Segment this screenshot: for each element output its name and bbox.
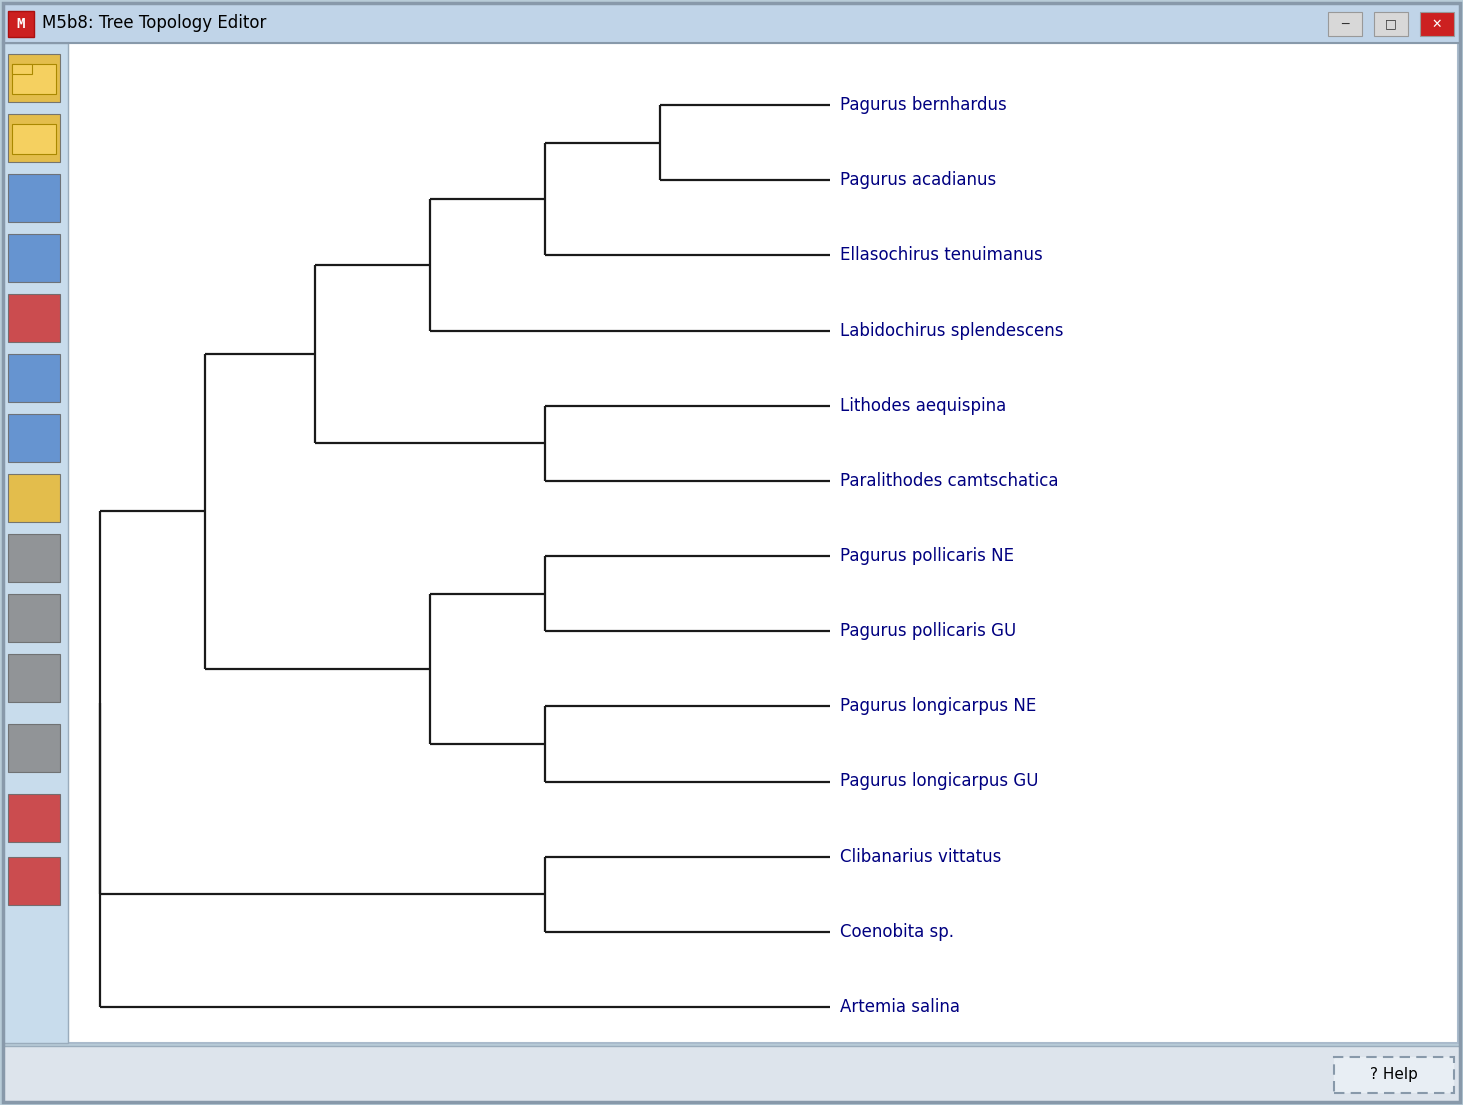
Bar xyxy=(1374,12,1407,36)
Bar xyxy=(7,54,60,102)
Bar xyxy=(7,11,34,36)
Bar xyxy=(7,534,60,582)
Text: Clibanarius vittatus: Clibanarius vittatus xyxy=(840,848,1001,865)
Text: Labidochirus splendescens: Labidochirus splendescens xyxy=(840,322,1064,339)
Bar xyxy=(3,43,67,1043)
Bar xyxy=(12,124,56,154)
Bar xyxy=(3,3,1460,43)
Bar xyxy=(7,724,60,772)
Text: Pagurus pollicaris GU: Pagurus pollicaris GU xyxy=(840,622,1017,640)
Text: ─: ─ xyxy=(1342,18,1349,31)
Text: ✕: ✕ xyxy=(1432,18,1443,31)
Text: Coenobita sp.: Coenobita sp. xyxy=(840,923,954,940)
Text: □: □ xyxy=(1385,18,1397,31)
Text: M: M xyxy=(16,17,25,31)
Bar xyxy=(1421,12,1454,36)
Bar xyxy=(1328,12,1362,36)
Text: Pagurus longicarpus NE: Pagurus longicarpus NE xyxy=(840,697,1036,715)
Bar xyxy=(12,64,32,74)
Bar xyxy=(7,234,60,282)
Text: Pagurus longicarpus GU: Pagurus longicarpus GU xyxy=(840,772,1039,790)
Bar xyxy=(7,654,60,702)
Bar xyxy=(12,64,56,94)
Bar xyxy=(3,1046,1460,1102)
Text: Pagurus bernhardus: Pagurus bernhardus xyxy=(840,96,1007,114)
Bar xyxy=(1334,1057,1454,1093)
Text: Lithodes aequispina: Lithodes aequispina xyxy=(840,397,1007,414)
Text: Ellasochirus tenuimanus: Ellasochirus tenuimanus xyxy=(840,246,1043,264)
Text: Pagurus pollicaris NE: Pagurus pollicaris NE xyxy=(840,547,1014,565)
Bar xyxy=(7,414,60,462)
Bar xyxy=(7,594,60,642)
Bar xyxy=(7,294,60,343)
Text: Paralithodes camtschatica: Paralithodes camtschatica xyxy=(840,472,1059,490)
Text: Pagurus acadianus: Pagurus acadianus xyxy=(840,171,996,189)
Text: ? Help: ? Help xyxy=(1369,1067,1418,1083)
Bar xyxy=(7,794,60,842)
Bar xyxy=(7,173,60,222)
Bar xyxy=(7,857,60,905)
Text: M5b8: Tree Topology Editor: M5b8: Tree Topology Editor xyxy=(42,14,266,32)
Bar xyxy=(7,354,60,402)
Bar xyxy=(7,114,60,162)
Text: Artemia salina: Artemia salina xyxy=(840,998,960,1015)
Bar xyxy=(7,474,60,522)
